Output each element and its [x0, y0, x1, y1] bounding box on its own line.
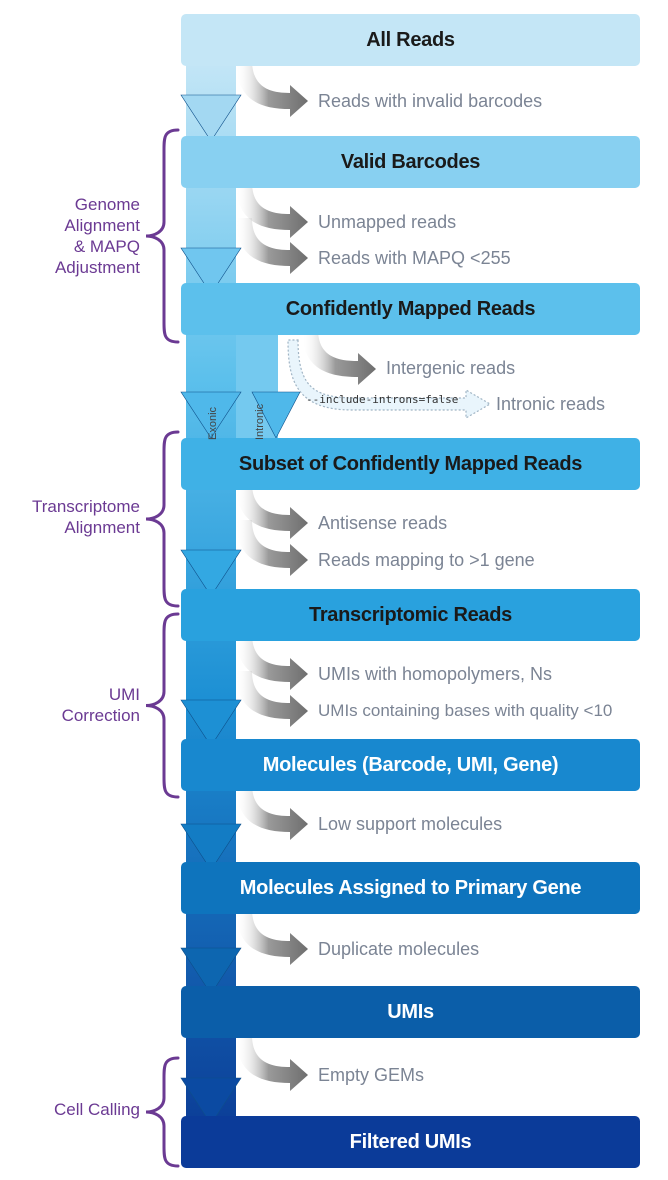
output-multi-gene-reads: Reads mapping to >1 gene [318, 550, 535, 570]
output-arrow [302, 329, 376, 385]
output-arrow [236, 483, 308, 539]
intronic-dashed-arrow [287, 339, 492, 420]
flow-arrowhead [180, 391, 242, 439]
output-umi-homopolymers: UMIs with homopolymers, Ns [318, 664, 553, 684]
stage-valid-barcodes: Valid Barcodes [181, 136, 640, 188]
stage-transcriptomic-reads: Transcriptomic Reads [181, 589, 640, 641]
output-arrow [236, 520, 308, 576]
output-arrow [236, 182, 308, 238]
output-unmapped-reads: Unmapped reads [318, 212, 457, 232]
bracket-genome-alignment [145, 128, 180, 344]
output-antisense-reads: Antisense reads [318, 513, 448, 533]
flow-arrowhead [180, 699, 242, 747]
stage-molecules: Molecules (Barcode, UMI, Gene) [181, 739, 640, 791]
output-umi-low-quality: UMIs containing bases with quality <10 [318, 701, 613, 720]
include-introns-flag: --include-introns=false [306, 393, 459, 406]
output-invalid-barcodes: Reads with invalid barcodes [318, 91, 543, 111]
branch-label-intronic: Intronic [254, 403, 266, 440]
output-arrow [236, 218, 308, 274]
bracket-transcriptome-alignment [145, 430, 180, 608]
output-arrow [236, 784, 308, 840]
bracket-umi-correction [145, 612, 180, 799]
flow-arrowhead [180, 947, 242, 995]
output-arrow [236, 1035, 308, 1091]
output-intronic-reads: Intronic reads [496, 394, 606, 414]
stage-molecules-primary-gene: Molecules Assigned to Primary Gene [181, 862, 640, 914]
stage-filtered-umis: Filtered UMIs [181, 1116, 640, 1168]
stage-subset-confidently-mapped: Subset of Confidently Mapped Reads [181, 438, 640, 490]
group-umi-correction: UMI Correction [61, 685, 140, 725]
output-arrow [236, 60, 308, 117]
group-cell-calling: Cell Calling [54, 1100, 140, 1119]
flow-arrowhead [180, 823, 242, 871]
output-arrow [236, 671, 308, 727]
flow-arrowhead [180, 247, 242, 295]
branch-label-exonic: Exonic [207, 406, 219, 440]
output-arrow [236, 909, 308, 965]
output-intergenic-reads: Intergenic reads [386, 358, 516, 378]
output-low-mapq: Reads with MAPQ <255 [318, 248, 511, 268]
output-low-support-molecules: Low support molecules [318, 814, 503, 834]
output-arrow [236, 634, 308, 690]
flow-arrowhead [251, 391, 301, 439]
flow-arrowhead [180, 94, 242, 142]
flow-arrowhead [180, 1077, 242, 1125]
group-genome-alignment: Genome Alignment & MAPQ Adjustment [54, 195, 140, 277]
output-empty-gems: Empty GEMs [318, 1065, 425, 1085]
group-transcriptome-alignment: Transcriptome Alignment [31, 497, 140, 537]
stage-confidently-mapped-reads: Confidently Mapped Reads [181, 283, 640, 335]
output-duplicate-molecules: Duplicate molecules [318, 939, 480, 959]
flow-arrowhead [180, 549, 242, 597]
stage-umis: UMIs [181, 986, 640, 1038]
stage-all-reads: All Reads [181, 14, 640, 66]
bracket-cell-calling [145, 1056, 180, 1168]
